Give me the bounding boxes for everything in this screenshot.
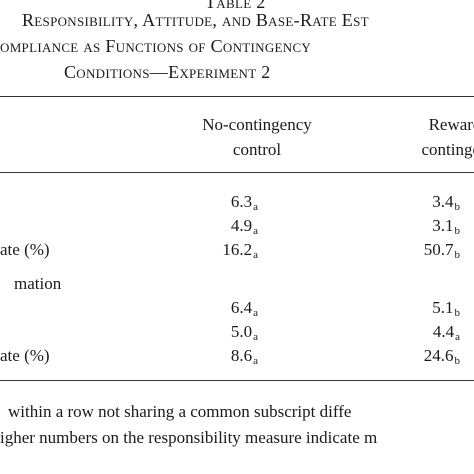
cell-value: 5.0	[230, 322, 253, 341]
cell-subscript: b	[454, 355, 461, 367]
cell-value: 3.1	[432, 216, 454, 235]
cell-subscript: a	[253, 201, 258, 213]
cell-value: 50.7	[423, 240, 454, 259]
table-cell: 5.0a	[178, 322, 258, 347]
row-label: ate (%)	[0, 240, 50, 259]
footnote: igher numbers on the responsibility meas…	[0, 428, 378, 447]
cell-value: 16.2	[222, 240, 253, 259]
cell-subscript: a	[253, 355, 258, 367]
cell-subscript: a	[253, 331, 258, 343]
cell-subscript: b	[454, 225, 461, 237]
cell-value: 5.1	[432, 298, 454, 317]
header-rule	[0, 172, 474, 173]
table-cell: 50.7b	[380, 240, 460, 265]
column-header: control	[232, 140, 282, 159]
cell-subscript: b	[454, 307, 461, 319]
table-cell: 3.1b	[380, 216, 460, 241]
table-cell: 4.4a	[380, 322, 460, 347]
table-title: Responsibility, Attitude, and Base-Rate …	[22, 10, 369, 30]
section-label: mation	[14, 274, 62, 293]
cell-subscript: a	[253, 249, 258, 261]
table-cell: 24.6b	[380, 346, 460, 371]
top-rule	[0, 96, 474, 97]
table-cell: 6.4a	[178, 298, 258, 323]
cell-value: 3.4	[432, 192, 454, 211]
row-label: ate (%)	[0, 346, 50, 365]
cell-value: 4.4	[432, 322, 455, 341]
bottom-rule	[0, 380, 474, 381]
table-cell: 16.2a	[178, 240, 258, 265]
cell-subscript: a	[253, 307, 258, 319]
column-header: Reward	[428, 115, 474, 134]
cell-subscript: b	[454, 201, 461, 213]
column-header: contingen	[421, 140, 474, 159]
cell-value: 24.6	[423, 346, 454, 365]
table-cell: 4.9a	[178, 216, 258, 241]
column-header: No-contingency	[202, 115, 312, 134]
table-cell: 3.4b	[380, 192, 460, 217]
cell-subscript: a	[253, 225, 258, 237]
table-title: ompliance as Functions of Contingency	[0, 36, 312, 56]
table-cell: 8.6a	[178, 346, 258, 371]
cell-value: 6.3	[230, 192, 253, 211]
cell-value: 8.6	[230, 346, 253, 365]
table-title: Conditions—Experiment 2	[64, 62, 271, 82]
table-cell: 6.3a	[178, 192, 258, 217]
table-cell: 5.1b	[380, 298, 460, 323]
cell-value: 6.4	[230, 298, 253, 317]
cell-subscript: a	[455, 331, 460, 343]
table-caption: Table 2	[205, 0, 266, 12]
cell-value: 4.9	[230, 216, 253, 235]
cell-subscript: b	[454, 249, 461, 261]
footnote: within a row not sharing a common subscr…	[8, 402, 352, 421]
